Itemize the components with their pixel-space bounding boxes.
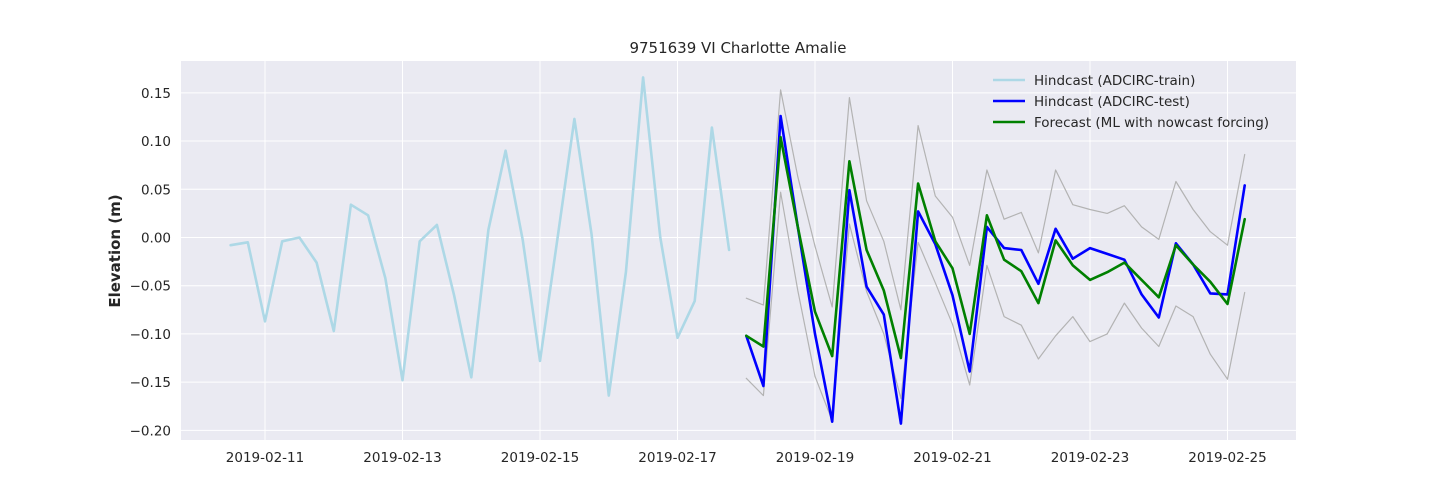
x-axis: 2019-02-11 2019-02-13 2019-02-15 2019-02-17… xyxy=(226,450,1267,466)
plot-area xyxy=(181,61,1296,440)
x-tick-label: 2019-02-19 xyxy=(776,450,854,466)
x-tick-label: 2019-02-25 xyxy=(1188,450,1266,466)
y-tick-label: −0.20 xyxy=(130,423,171,439)
legend-label: Forecast (ML with nowcast forcing) xyxy=(1034,115,1269,131)
y-axis: 0.15 0.10 0.05 0.00 −0.05 −0.10 −0.15 −0.20 xyxy=(130,86,171,440)
grid xyxy=(181,61,1296,440)
y-tick-label: −0.05 xyxy=(130,279,171,295)
x-tick-label: 2019-02-15 xyxy=(501,450,579,466)
y-tick-label: −0.10 xyxy=(130,327,171,343)
y-tick-label: −0.15 xyxy=(130,375,171,391)
y-axis-label: Elevation (m) xyxy=(106,194,124,307)
series-line-2 xyxy=(744,135,1246,360)
series-group xyxy=(229,76,1246,425)
x-tick-label: 2019-02-11 xyxy=(226,450,304,466)
y-tick-label: 0.10 xyxy=(141,134,171,150)
x-tick-label: 2019-02-23 xyxy=(1051,450,1129,466)
x-tick-label: 2019-02-13 xyxy=(363,450,441,466)
y-tick-label: 0.00 xyxy=(141,230,171,246)
y-tick-label: 0.15 xyxy=(141,86,171,102)
x-tick-label: 2019-02-17 xyxy=(638,450,716,466)
legend: Hindcast (ADCIRC-train) Hindcast (ADCIRC-… xyxy=(993,73,1269,131)
legend-label: Hindcast (ADCIRC-test) xyxy=(1034,94,1190,110)
bound-series-line xyxy=(745,89,1246,311)
x-tick-label: 2019-02-21 xyxy=(913,450,991,466)
chart-title: 9751639 VI Charlotte Amalie xyxy=(629,39,846,57)
legend-label: Hindcast (ADCIRC-train) xyxy=(1034,73,1195,89)
series-line-0 xyxy=(229,76,731,397)
y-tick-label: 0.05 xyxy=(141,182,171,198)
